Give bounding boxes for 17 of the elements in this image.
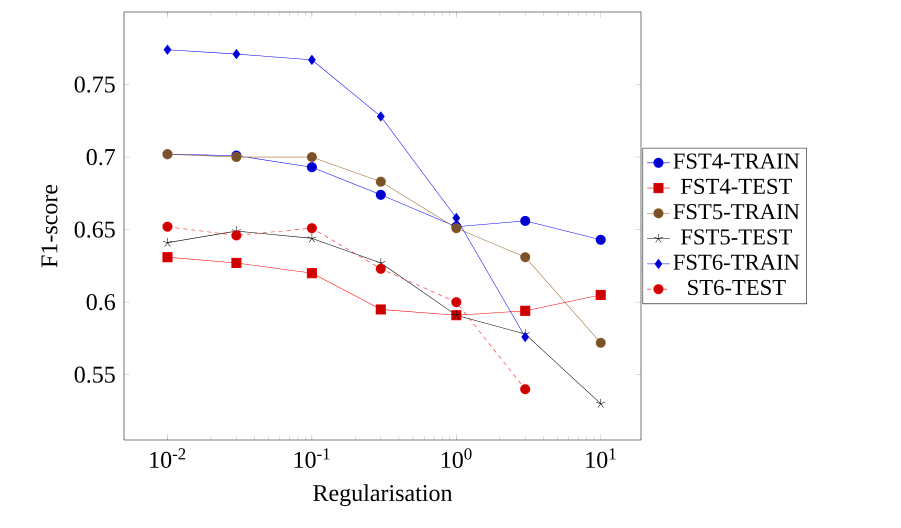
legend-label: FST5-TRAIN: [673, 204, 800, 220]
x-axis-title: Regularisation: [313, 484, 452, 506]
y-tick-label: 0.6: [86, 294, 116, 310]
y-axis-title: F1-score: [41, 184, 58, 268]
x-tick-label: 10$^{-1}$: [294, 448, 330, 468]
legend-label: FST6-TRAIN: [673, 254, 800, 270]
y-tick-label: 0.7: [86, 148, 116, 166]
x-tick-label: 10$^{-2}$: [150, 448, 186, 468]
legend-label: ST6-TEST: [688, 280, 786, 296]
legend-label: FST4-TEST: [680, 178, 792, 194]
legend-label: FST4-TRAIN: [673, 153, 800, 169]
y-tick-label: 0.65: [74, 221, 115, 238]
y-tick-label: 0.75: [74, 76, 115, 93]
x-tick-label: 10$^{0}$: [442, 448, 472, 468]
y-tick-label: 0.55: [74, 366, 115, 383]
x-tick-label: 10$^{1}$: [586, 448, 616, 468]
legend-label: FST5-TEST: [680, 229, 792, 245]
